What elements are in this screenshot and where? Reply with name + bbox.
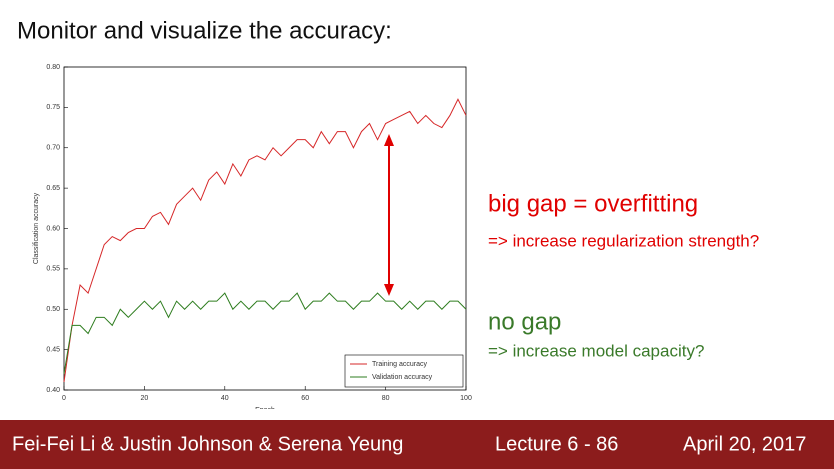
y-tick-label: 0.50 bbox=[46, 306, 60, 313]
y-tick-label: 0.45 bbox=[46, 346, 60, 353]
y-tick-label: 0.65 bbox=[46, 185, 60, 192]
legend-label: Validation accuracy bbox=[372, 374, 433, 381]
x-axis-label: Epoch bbox=[255, 407, 275, 414]
slide-title: Monitor and visualize the accuracy: bbox=[17, 17, 392, 44]
y-tick-label: 0.55 bbox=[46, 266, 60, 273]
x-tick-label: 40 bbox=[221, 395, 229, 402]
annotation: no gap bbox=[488, 308, 561, 335]
y-tick-label: 0.60 bbox=[46, 225, 60, 232]
y-tick-label: 0.40 bbox=[46, 387, 60, 394]
y-axis-label: Classification accuracy bbox=[33, 192, 40, 264]
series-line bbox=[63, 98, 467, 382]
legend-box bbox=[344, 354, 464, 388]
y-tick-label: 0.75 bbox=[46, 104, 60, 111]
y-tick-label: 0.70 bbox=[46, 145, 60, 152]
x-tick-label: 20 bbox=[141, 395, 149, 402]
y-tick-label: 0.80 bbox=[46, 64, 60, 71]
x-tick-label: 0 bbox=[62, 395, 66, 402]
footer-bar bbox=[0, 420, 834, 469]
plot-frame bbox=[63, 66, 467, 391]
footer-authors: Fei-Fei Li & Justin Johnson & Serena Yeu… bbox=[12, 433, 403, 455]
annotation: => increase model capacity? bbox=[488, 341, 704, 360]
series-line bbox=[63, 292, 467, 374]
legend-label: Training accuracy bbox=[372, 361, 427, 368]
x-tick-label: 100 bbox=[460, 395, 472, 402]
x-tick-label: 80 bbox=[382, 395, 390, 402]
footer-date: April 20, 2017 bbox=[683, 433, 806, 455]
gap-arrow bbox=[384, 134, 394, 296]
x-tick-label: 60 bbox=[301, 395, 309, 402]
annotation: big gap = overfitting bbox=[488, 190, 698, 217]
annotation: => increase regularization strength? bbox=[488, 231, 759, 250]
chart: 0.40 0.45 0.50 0.55 0.60 0.65 0.70 0.75 0.80 0 20 4… bbox=[33, 64, 472, 414]
footer-lecture: Lecture 6 - 86 bbox=[495, 433, 618, 455]
